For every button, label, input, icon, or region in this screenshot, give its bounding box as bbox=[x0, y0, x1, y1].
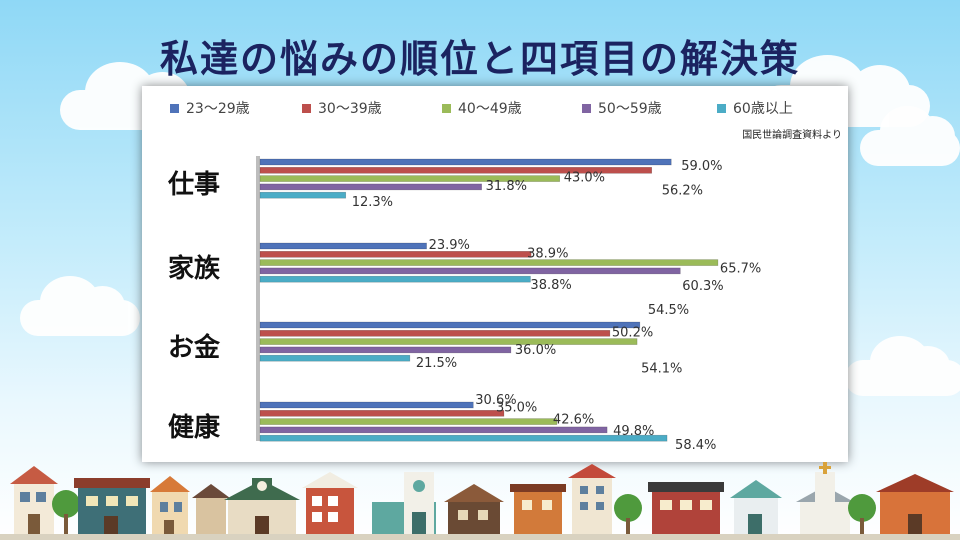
legend-swatch bbox=[302, 104, 311, 113]
category-label: 健康 bbox=[168, 412, 221, 443]
bar-1-2 bbox=[259, 259, 719, 266]
data-label: 38.9% bbox=[527, 246, 568, 261]
data-label: 23.9% bbox=[429, 238, 470, 253]
data-label: 43.0% bbox=[564, 171, 605, 186]
chart-panel: 23～29歳 30～39歳 40～49歳 50～59歳 60歳以上国民世論調査資料より仕… bbox=[142, 86, 848, 462]
data-label: 21.5% bbox=[416, 356, 457, 371]
bar-2-2 bbox=[259, 338, 638, 345]
legend-label: 30～39歳 bbox=[318, 101, 382, 117]
bar-3-3 bbox=[259, 426, 608, 434]
bar-3-1 bbox=[259, 409, 505, 417]
bar-2-0 bbox=[259, 321, 641, 329]
cloud-decoration bbox=[860, 106, 960, 166]
data-label: 42.6% bbox=[553, 413, 594, 428]
category-label: お金 bbox=[168, 332, 221, 363]
bar-0-4 bbox=[259, 191, 347, 199]
legend-label: 40～49歳 bbox=[458, 101, 522, 117]
data-label: 58.4% bbox=[675, 438, 716, 453]
bar-1-3 bbox=[259, 267, 681, 275]
bar-2-1 bbox=[259, 330, 611, 337]
legend-swatch bbox=[717, 104, 726, 113]
legend-label: 60歳以上 bbox=[733, 101, 793, 117]
source-note: 国民世論調査資料より bbox=[742, 128, 842, 141]
bar-1-0 bbox=[259, 242, 427, 250]
category-label: 仕事 bbox=[167, 170, 220, 200]
legend-swatch bbox=[582, 104, 591, 113]
legend-label: 23～29歳 bbox=[186, 101, 250, 117]
data-label: 36.0% bbox=[515, 343, 556, 358]
legend-label: 50～59歳 bbox=[598, 101, 662, 117]
data-label: 35.0% bbox=[496, 400, 537, 415]
data-label: 54.5% bbox=[648, 303, 689, 318]
data-label: 30.6% bbox=[475, 393, 516, 408]
data-label: 59.0% bbox=[681, 159, 722, 174]
bar-0-1 bbox=[259, 167, 653, 174]
data-label: 65.7% bbox=[720, 262, 761, 277]
house-row bbox=[0, 462, 960, 540]
bar-2-4 bbox=[259, 354, 411, 362]
data-label: 12.3% bbox=[352, 195, 393, 210]
houses-illustration bbox=[0, 462, 960, 540]
y-axis-line bbox=[256, 156, 260, 441]
cloud-decoration bbox=[845, 336, 960, 396]
data-label: 54.1% bbox=[641, 362, 682, 377]
page-title: 私達の悩みの順位と四項目の解決策 bbox=[159, 36, 800, 81]
bar-chart: 23～29歳 30～39歳 40～49歳 50～59歳 60歳以上国民世論調査資料より仕… bbox=[167, 101, 842, 453]
data-label: 50.2% bbox=[612, 325, 653, 340]
data-label: 60.3% bbox=[682, 279, 723, 294]
cloud-decoration bbox=[20, 276, 140, 336]
bar-1-1 bbox=[259, 251, 532, 258]
legend-swatch bbox=[170, 104, 179, 113]
bar-3-0 bbox=[259, 401, 474, 409]
bar-1-4 bbox=[259, 275, 531, 283]
data-label: 31.8% bbox=[486, 179, 527, 194]
data-label: 38.8% bbox=[530, 278, 571, 293]
bar-0-0 bbox=[259, 158, 672, 166]
bar-0-3 bbox=[259, 183, 482, 191]
category-label: 家族 bbox=[168, 253, 221, 284]
bar-3-4 bbox=[259, 434, 668, 442]
data-label: 56.2% bbox=[662, 183, 703, 198]
bar-0-2 bbox=[259, 175, 561, 182]
bar-3-2 bbox=[259, 418, 558, 425]
legend-swatch bbox=[442, 104, 451, 113]
data-label: 49.8% bbox=[613, 424, 654, 439]
bar-2-3 bbox=[259, 346, 512, 354]
